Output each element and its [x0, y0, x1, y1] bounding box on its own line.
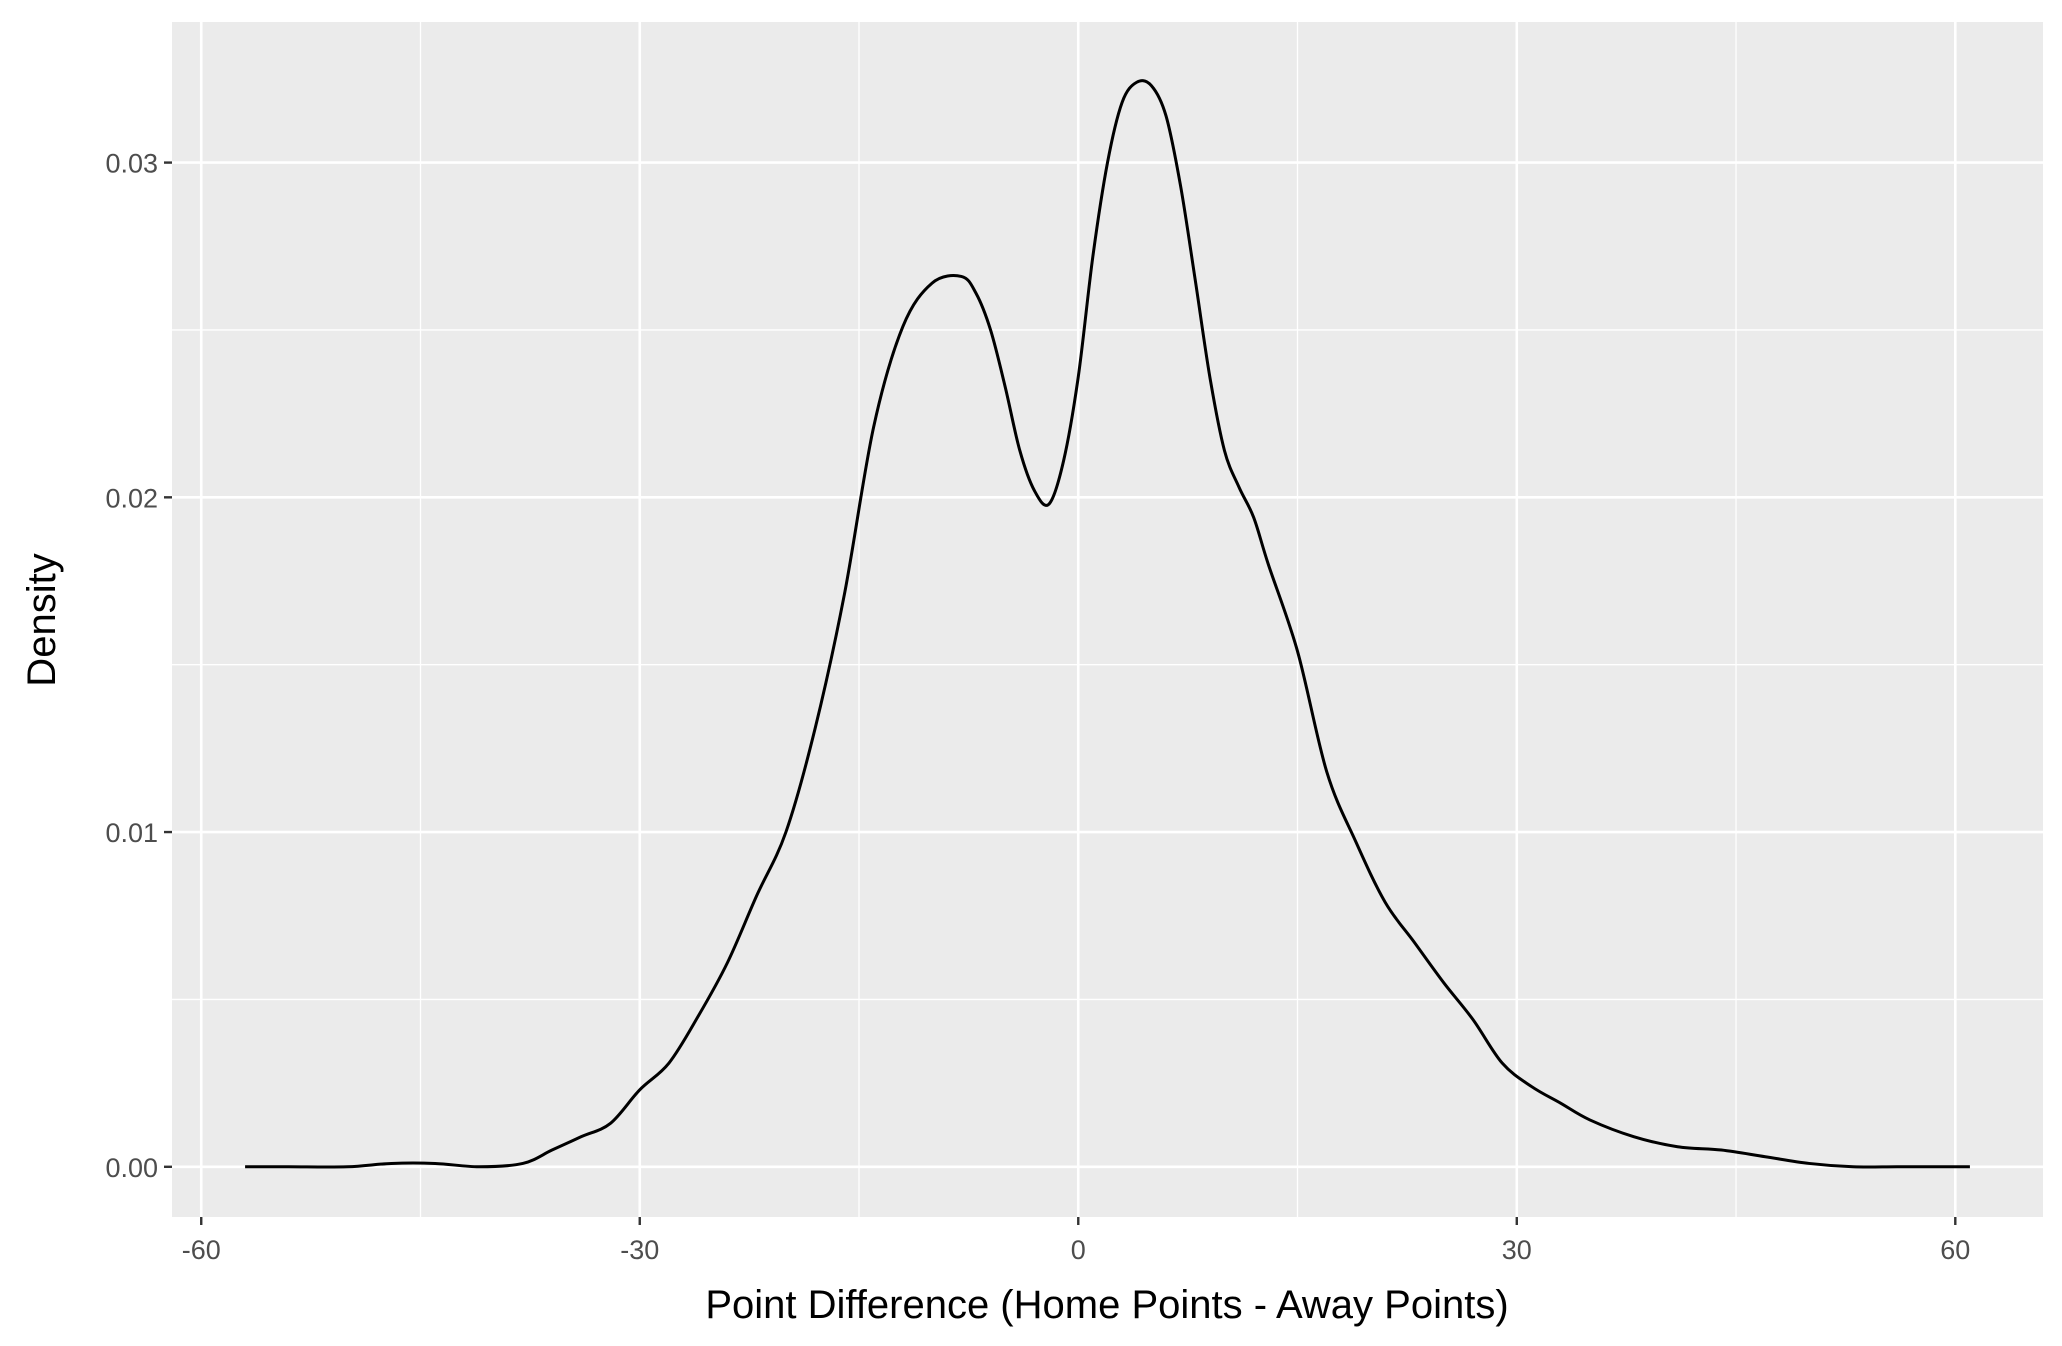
y-tick-label: 0.03: [105, 149, 158, 179]
y-tick-label: 0.00: [105, 1153, 158, 1183]
x-tick-label: 60: [1940, 1235, 1970, 1265]
minor-gridlines: [172, 22, 2043, 1217]
axis-ticks: [164, 161, 1957, 1225]
major-gridlines: [172, 22, 2043, 1217]
x-tick-label: 30: [1502, 1235, 1532, 1265]
tick-labels: -60 -30 0 30 60 0.00 0.01 0.02 0.03: [105, 149, 1970, 1265]
x-tick-label: 0: [1071, 1235, 1086, 1265]
y-tick-label: 0.01: [105, 818, 158, 848]
density-curve: [245, 79, 1970, 1169]
x-axis-title: Point Difference (Home Points - Away Poi…: [705, 1283, 1508, 1327]
y-axis-title: Density: [20, 553, 64, 686]
x-tick-label: -30: [620, 1235, 659, 1265]
y-tick-label: 0.02: [105, 483, 158, 513]
series-layer: [245, 79, 1970, 1169]
x-tick-label: -60: [182, 1235, 221, 1265]
plot-panel: [172, 22, 2043, 1217]
